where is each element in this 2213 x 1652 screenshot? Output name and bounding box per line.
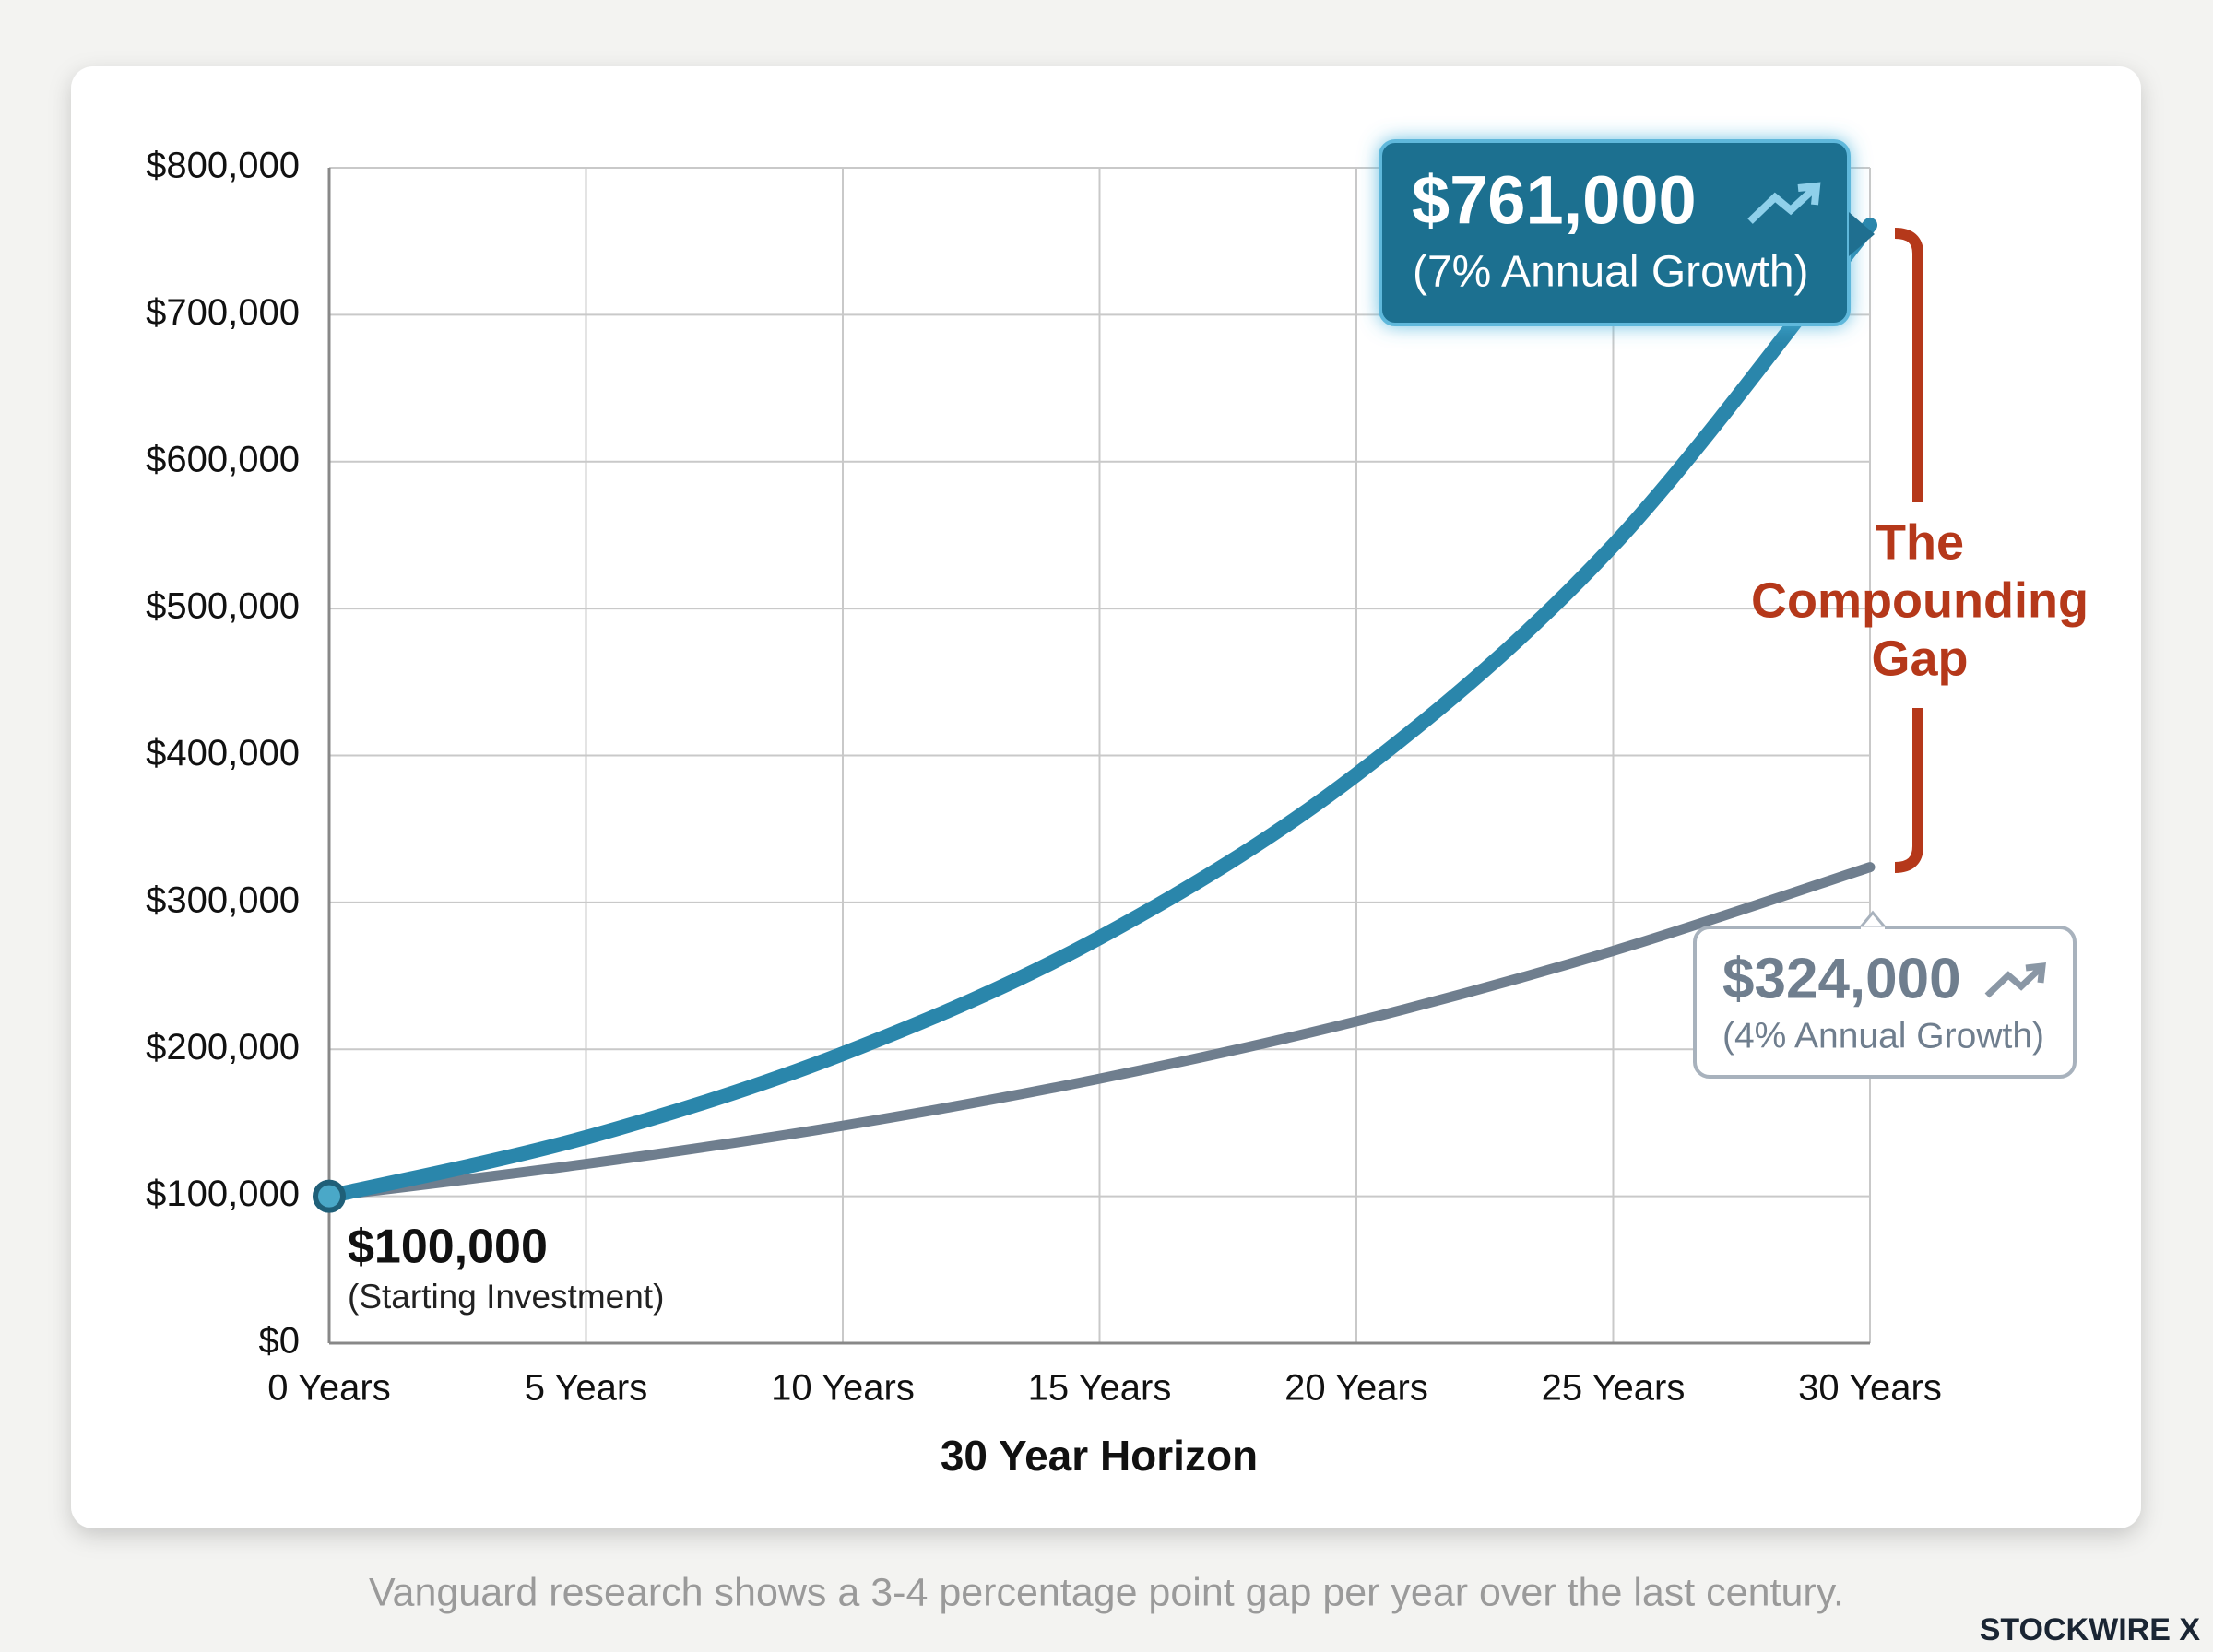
y-tick-label: $800,000: [146, 146, 300, 186]
x-tick-label: 15 Years: [1028, 1368, 1172, 1409]
y-tick-label: $400,000: [146, 733, 300, 773]
trend-icon: [2025, 962, 2046, 984]
brand: STOCKWIRE X: [1980, 1612, 2201, 1647]
y-tick-label: $500,000: [146, 586, 300, 627]
series-label: (4% Annual Growth): [1722, 1016, 2044, 1056]
gap-label: The: [1876, 514, 1964, 570]
x-tick-label: 10 Years: [771, 1368, 915, 1409]
series-line: [322, 218, 1877, 1204]
source-note: Vanguard research shows a 3-4 percentage…: [369, 1570, 1844, 1614]
y-tick-label: $700,000: [146, 292, 300, 333]
x-tick-label: 5 Years: [525, 1368, 647, 1409]
start-note: (Starting Investment): [348, 1278, 664, 1316]
y-tick-label: $300,000: [146, 879, 300, 920]
x-tick-label: 20 Years: [1284, 1368, 1428, 1409]
x-tick-label: 30 Years: [1798, 1368, 1942, 1409]
x-tick-label: 0 Years: [267, 1368, 390, 1409]
series-line: [324, 862, 1876, 1202]
x-axis-title: 30 Year Horizon: [941, 1432, 1258, 1480]
plot: $0 $100,000 $200,000 $300,000 $400,000 $500,0…: [146, 146, 1942, 1409]
gap-label: Compounding: [1751, 572, 2089, 628]
gap-label: Gap: [1871, 631, 1968, 686]
gap-bracket: [1894, 228, 1923, 873]
series-label: (7% Annual Growth): [1413, 248, 1809, 297]
start-value: $100,000: [348, 1221, 548, 1274]
trend-icon: [1747, 185, 1817, 224]
y-tick-label: $600,000: [146, 439, 300, 479]
y-tick-label: $200,000: [146, 1027, 300, 1068]
trend-icon: [1984, 965, 2043, 998]
callout-high: $761,000 (7% Annual Growth): [1379, 139, 1875, 326]
y-tick-label: $0: [259, 1321, 301, 1362]
callout-pointer: [1849, 212, 1875, 256]
x-tick-label: 25 Years: [1542, 1368, 1686, 1409]
value-label: $761,000: [1412, 162, 1697, 239]
callout-low: $324,000 (4% Annual Growth): [1693, 910, 2077, 1079]
trend-icon: [1797, 182, 1821, 206]
value-label: $324,000: [1722, 947, 1961, 1010]
start-point: [313, 1179, 346, 1213]
y-tick-label: $100,000: [146, 1174, 300, 1214]
